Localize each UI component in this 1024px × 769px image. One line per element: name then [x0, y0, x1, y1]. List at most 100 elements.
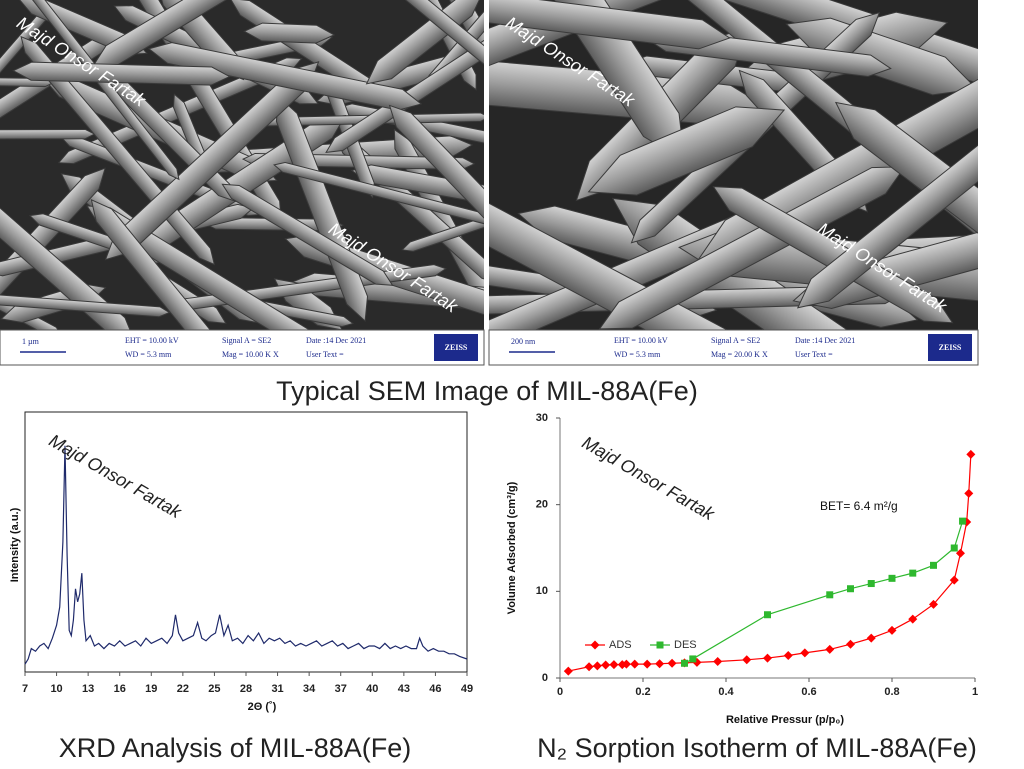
y-tick-label: 30 [536, 412, 548, 424]
data-point [689, 655, 697, 663]
sem-title: Typical SEM Image of MIL-88A(Fe) [276, 376, 698, 406]
data-point [763, 653, 772, 663]
data-point [950, 544, 958, 552]
crystal-rod [587, 106, 786, 196]
info-text: Date :14 Dec 2021 [306, 336, 366, 345]
crystal-rod [243, 22, 336, 44]
crystal-rod [796, 116, 978, 309]
x-tick-label: 1 [972, 686, 978, 698]
y-tick-label: 20 [536, 499, 548, 511]
data-point [621, 659, 631, 669]
crystal-rod [489, 182, 817, 330]
brand-box [928, 334, 972, 361]
data-point [866, 633, 876, 643]
data-point [846, 639, 855, 649]
x-tick-label: 28 [240, 683, 252, 695]
data-point [964, 488, 974, 498]
crystal-rod [365, 0, 484, 85]
info-text: Mag = 20.00 K X [711, 350, 768, 359]
sem-image [489, 0, 978, 330]
x-tick-label: 0 [557, 686, 563, 698]
data-point [930, 561, 937, 569]
crystal-rod [325, 25, 484, 154]
crystal-rod [0, 128, 96, 140]
x-axis-label: 2Θ (˚) [248, 701, 277, 713]
x-tick-label: 16 [114, 683, 126, 695]
x-tick-label: 0.8 [884, 686, 899, 698]
y-axis-label: Intensity (a.u.) [9, 507, 21, 582]
crystal-rod [147, 42, 423, 111]
legend-label: ADS [609, 639, 632, 651]
x-tick-label: 25 [208, 683, 220, 695]
data-point [955, 548, 965, 558]
info-text: User Text = [306, 350, 344, 359]
crystal-rod [401, 210, 484, 252]
chart-caption: N₂ Sorption Isotherm of MIL-88A(Fe) [537, 733, 977, 763]
data-point [867, 580, 875, 588]
info-text: Signal A = SE2 [711, 336, 760, 345]
legend-marker [656, 641, 664, 649]
data-point [609, 660, 619, 670]
info-text: Signal A = SE2 [222, 336, 271, 345]
x-tick-label: 49 [461, 683, 473, 695]
sem-image [0, 0, 484, 330]
data-point [681, 659, 688, 667]
legend-marker [590, 640, 600, 650]
data-point [783, 650, 793, 660]
x-tick-label: 40 [366, 683, 378, 695]
info-text: EHT = 10.00 kV [125, 336, 179, 345]
crystal-rod [0, 168, 136, 330]
x-tick-label: 37 [335, 683, 347, 695]
x-tick-label: 34 [303, 683, 316, 695]
annotation: BET= 6.4 m²/g [820, 499, 898, 513]
x-tick-label: 46 [429, 683, 441, 695]
y-tick-label: 10 [536, 585, 548, 597]
data-point [949, 575, 959, 585]
crystal-rod [12, 61, 231, 86]
data-point [642, 659, 652, 669]
x-tick-label: 0.2 [635, 686, 650, 698]
info-text: Mag = 10.00 K X [222, 350, 279, 359]
data-point [909, 569, 917, 577]
crystal-rod [489, 0, 731, 50]
data-point [847, 585, 854, 593]
crystal-rod [221, 183, 394, 286]
data-point [655, 659, 665, 669]
x-tick-label: 7 [22, 683, 28, 695]
x-axis-label: Relative Pressur (p/p₀) [726, 714, 844, 726]
data-point [929, 599, 938, 609]
crystal-rod [712, 186, 954, 324]
crystal-rod [388, 104, 484, 257]
data-point [888, 574, 896, 582]
data-point [826, 591, 834, 599]
x-tick-label: 43 [398, 683, 410, 695]
brand: ZEISS [445, 343, 468, 352]
crystal-rod [90, 198, 242, 330]
legend-label: DES [674, 639, 697, 651]
data-point [592, 661, 602, 671]
data-line [24, 445, 468, 665]
x-tick-label: 10 [50, 683, 62, 695]
data-point [825, 644, 835, 654]
info-text: EHT = 10.00 kV [614, 336, 668, 345]
x-tick-label: 0.4 [718, 686, 734, 698]
crystal-rod [347, 0, 484, 92]
data-point [764, 611, 771, 619]
data-point [601, 660, 611, 670]
info-bar [488, 329, 979, 366]
crystal-rod [273, 161, 484, 229]
info-text: Date :14 Dec 2021 [795, 336, 855, 345]
data-point [966, 449, 976, 459]
x-tick-label: 31 [271, 683, 283, 695]
scale-bar-label: 1 µm [22, 337, 40, 346]
crystal-rod [0, 293, 171, 318]
data-point [713, 657, 723, 667]
x-tick-label: 19 [145, 683, 157, 695]
y-tick-label: 0 [542, 672, 548, 684]
data-point [584, 662, 594, 672]
data-point [742, 655, 752, 665]
x-tick-label: 22 [177, 683, 189, 695]
info-text: User Text = [795, 350, 833, 359]
x-tick-label: 13 [82, 683, 94, 695]
